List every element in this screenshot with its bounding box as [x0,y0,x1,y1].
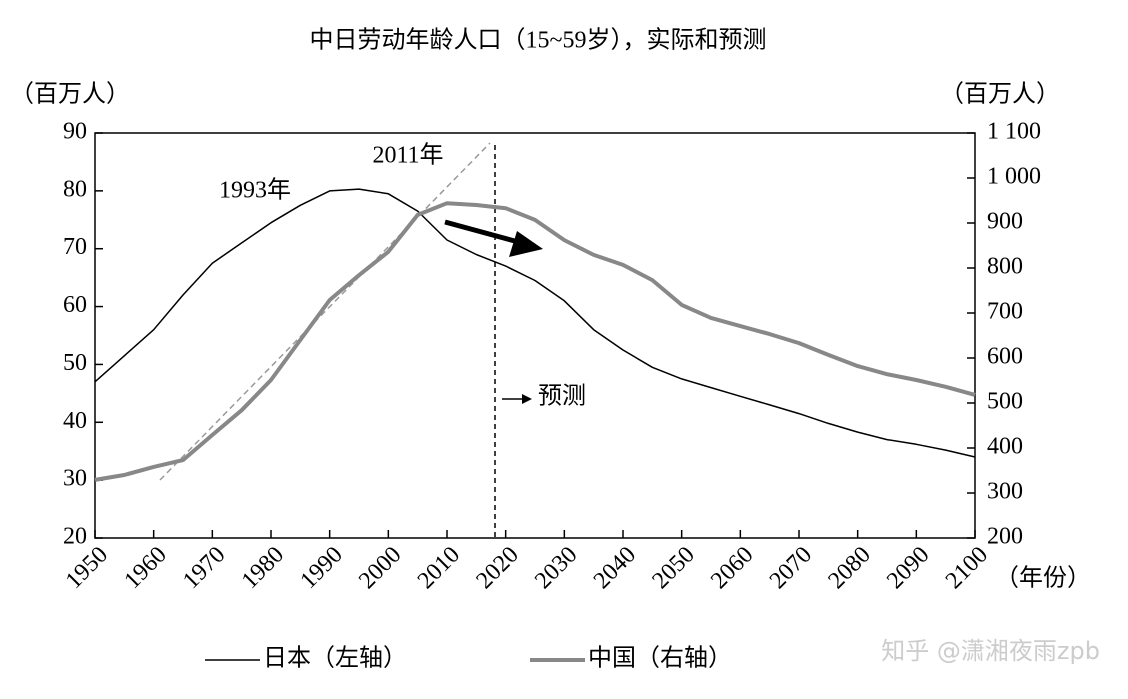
series-line [94,201,976,482]
y2-tick-label: 1 000 [987,164,1041,190]
y-tick-label: 40 [63,408,87,434]
y2-tick-label: 400 [987,434,1023,460]
y2-axis-label: （百万人） [940,82,1060,108]
y2-tick-label: 1 100 [987,119,1041,145]
chart-title: 中日劳动年龄人口（15~59岁），实际和预测 [310,27,767,54]
y2-tick-label: 200 [987,524,1023,550]
x-tick-label: 2030 [530,542,582,594]
x-tick-label: 1950 [61,542,113,594]
trend-arrow-head [509,231,543,257]
series-line [94,188,976,458]
x-tick-label: 2100 [941,542,993,594]
y-tick-label: 90 [63,119,87,145]
y2-tick-label: 600 [987,344,1023,370]
y2-tick-label: 900 [987,209,1023,235]
x-tick-label: 2010 [413,542,465,594]
y-axis-label: （百万人） [10,82,130,108]
y-tick-label: 70 [63,234,87,260]
annotation: 2011年 [372,142,443,169]
y-tick-label: 20 [63,524,87,550]
annotation: 预测 [538,383,586,410]
plot-frame [94,132,976,539]
x-tick-label: 1990 [295,542,347,594]
x-tick-label: 2090 [882,542,934,594]
y2-tick-label: 800 [987,254,1023,280]
watermark: 知乎 @潇湘夜雨zpb [881,637,1100,665]
x-tick-label: 1960 [119,542,171,594]
x-tick-label: 1970 [178,542,230,594]
x-tick-label: 1980 [237,542,289,594]
trend-line [159,142,491,481]
trend-arrow [444,219,523,246]
x-tick-label: 2000 [354,542,406,594]
y-tick-label: 30 [63,466,87,492]
y-tick-label: 50 [63,350,87,376]
x-tick-label: 2080 [823,542,875,594]
x-tick-label: 2020 [471,542,523,594]
annotation: 1993年 [219,177,291,204]
y-tick-label: 80 [63,176,87,202]
y2-tick-label: 300 [987,479,1023,505]
x-tick-label: 2050 [647,542,699,594]
y-tick-label: 60 [63,292,87,318]
x-tick-label: 2070 [765,542,817,594]
x-axis-label: （年份） [995,565,1091,592]
forecast-arrow-head [522,394,532,404]
legend-label: 日本（左轴） [263,645,407,672]
y2-tick-label: 700 [987,299,1023,325]
legend-label: 中国（右轴） [588,645,732,672]
y2-tick-label: 500 [987,389,1023,415]
x-tick-label: 2060 [706,542,758,594]
x-tick-label: 2040 [589,542,641,594]
